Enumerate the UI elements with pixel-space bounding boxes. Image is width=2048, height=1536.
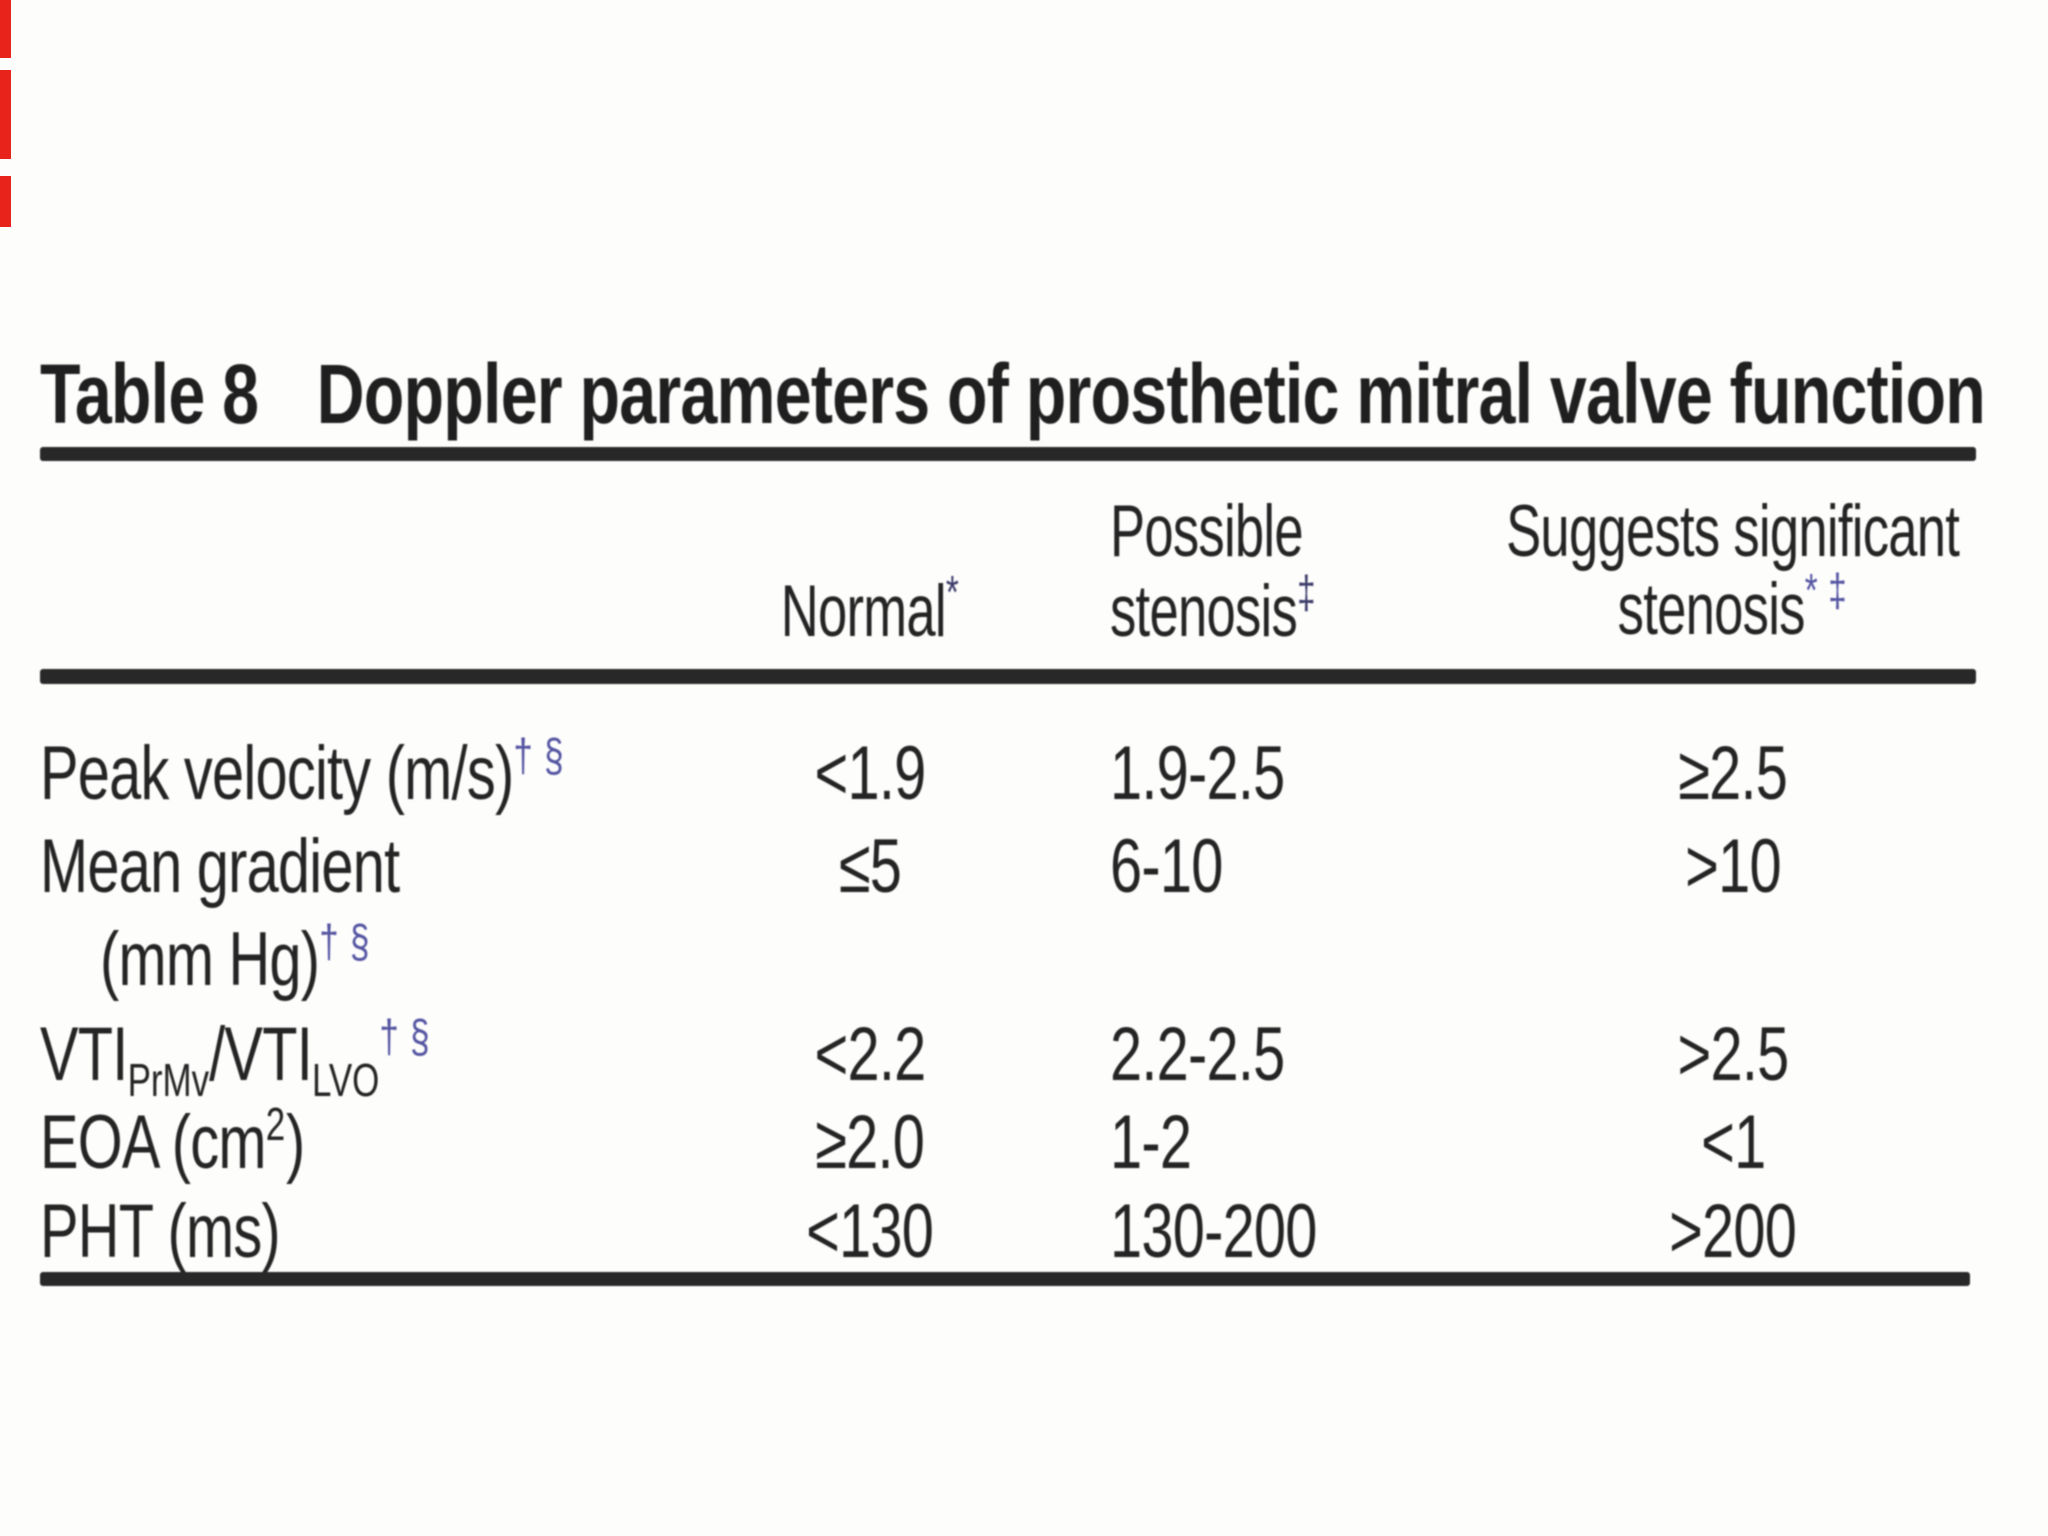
cell-eoa-possible: 1-2	[1110, 1100, 1192, 1185]
cell-vti-possible: 2.2-2.5	[1110, 1012, 1285, 1097]
cell-peak-velocity-normal: <1.9	[814, 731, 926, 816]
dagger-section-marks: † §	[379, 1010, 431, 1062]
cell-eoa-significant: <1	[1700, 1100, 1766, 1185]
column-header-significant-line1: Suggests significant	[1506, 491, 1960, 572]
red-edge-mark	[0, 176, 11, 227]
red-edge-mark	[0, 0, 11, 58]
subscript-prmv: PrMv	[127, 1054, 210, 1106]
table-bottom-rule	[40, 1272, 1970, 1286]
dagger-section-marks: † §	[319, 915, 371, 967]
cell-mean-gradient-significant: >10	[1685, 824, 1781, 909]
cell-peak-velocity-significant: ≥2.5	[1678, 731, 1789, 816]
subscript-lvo: LVO	[312, 1054, 380, 1106]
row-label-eoa: EOA (cm2)	[40, 1098, 305, 1185]
table-title-text: Doppler parameters of prosthetic mitral …	[316, 347, 1986, 441]
header-separator-rule	[40, 669, 1976, 684]
row-label-vti-ratio: VTIPrMv/VTILVO† §	[40, 1010, 431, 1106]
cell-mean-gradient-normal: ≤5	[838, 824, 902, 909]
column-header-possible-line1: Possible	[1110, 491, 1304, 572]
table-title: Table 8 Doppler parameters of prosthetic …	[40, 346, 2048, 443]
table-number: Table 8	[40, 347, 259, 441]
dagger-section-marks: † §	[513, 729, 565, 781]
cell-pht-significant: >200	[1669, 1189, 1797, 1274]
cell-peak-velocity-possible: 1.9-2.5	[1110, 731, 1285, 816]
red-edge-mark	[0, 70, 11, 159]
row-label-mean-gradient: Mean gradient (mm Hg)† §	[40, 824, 400, 1002]
cell-vti-significant: >2.5	[1677, 1012, 1789, 1097]
table-top-rule	[40, 447, 1976, 461]
table-body: Peak velocity (m/s)† § <1.9 1.9-2.5 ≥2.5…	[40, 727, 1976, 1285]
cell-pht-possible: 130-200	[1110, 1189, 1317, 1274]
superscript-2: 2	[265, 1098, 286, 1150]
cell-vti-normal: <2.2	[814, 1012, 926, 1097]
normal-superscript: *	[945, 566, 960, 618]
column-header-significant-line2: stenosis* ‡	[1618, 564, 1848, 650]
row-label-pht: PHT (ms)	[40, 1189, 281, 1274]
significant-superscript: * ‡	[1805, 564, 1848, 616]
possible-superscript: ‡	[1297, 566, 1317, 618]
column-header-normal: Normal*	[780, 566, 960, 652]
cell-eoa-normal: ≥2.0	[815, 1100, 926, 1185]
row-label-peak-velocity: Peak velocity (m/s)† §	[40, 729, 565, 816]
cell-mean-gradient-possible: 6-10	[1110, 824, 1223, 909]
cell-pht-normal: <130	[806, 1189, 934, 1274]
column-header-possible-line2: stenosis‡	[1110, 566, 1317, 652]
